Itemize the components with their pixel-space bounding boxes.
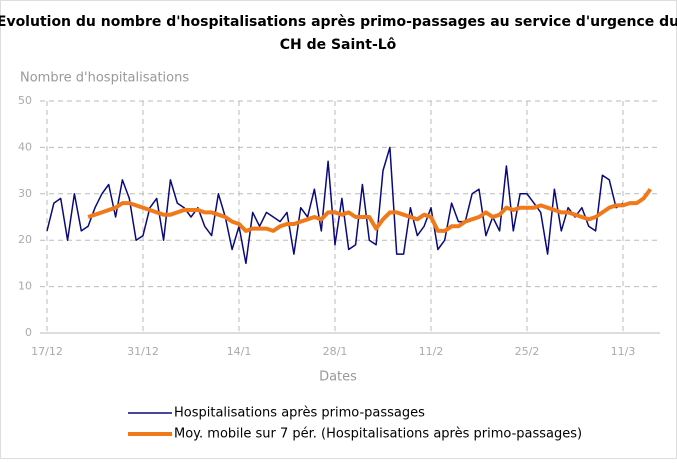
legend-label: Moy. mobile sur 7 pér. (Hospitalisations… bbox=[174, 427, 582, 442]
y-axis-label: Nombre d'hospitalisations bbox=[20, 71, 189, 86]
legend-label: Hospitalisations après primo-passages bbox=[174, 406, 425, 421]
x-tick-label: 11/3 bbox=[611, 345, 636, 358]
chart-subtitle: CH de Saint-Lô bbox=[280, 37, 397, 53]
y-tick-label: 10 bbox=[18, 280, 32, 293]
y-tick-label: 50 bbox=[18, 94, 32, 107]
y-tick-label: 0 bbox=[25, 326, 32, 339]
x-tick-label: 17/12 bbox=[31, 345, 63, 358]
y-tick-label: 30 bbox=[18, 187, 32, 200]
chart-title: Evolution du nombre d'hospitalisations a… bbox=[0, 14, 677, 30]
x-tick-label: 28/1 bbox=[323, 345, 348, 358]
x-tick-label: 14/1 bbox=[227, 345, 252, 358]
x-tick-label: 31/12 bbox=[127, 345, 159, 358]
x-axis-label: Dates bbox=[319, 370, 357, 385]
series-line bbox=[46, 146, 624, 265]
y-tick-label: 40 bbox=[18, 140, 32, 153]
x-tick-label: 11/2 bbox=[419, 345, 444, 358]
y-tick-label: 20 bbox=[18, 233, 32, 246]
x-tick-label: 25/2 bbox=[515, 345, 540, 358]
series-line bbox=[87, 188, 653, 233]
